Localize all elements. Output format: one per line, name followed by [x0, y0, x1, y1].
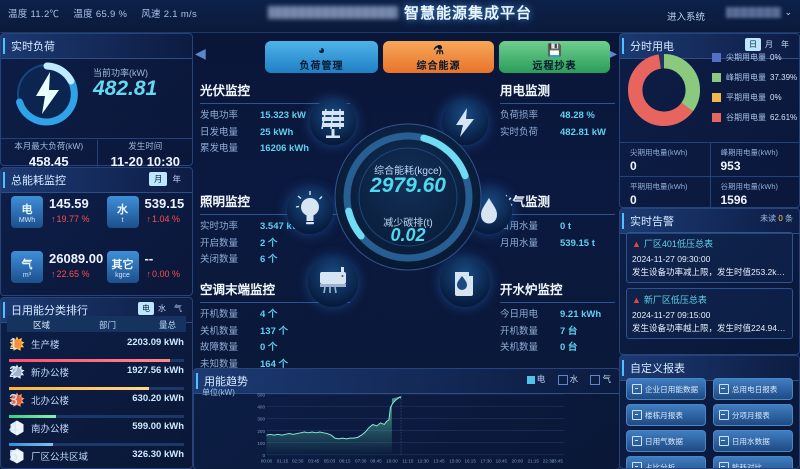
- svg-text:06:15: 06:15: [339, 458, 351, 463]
- svg-text:200: 200: [257, 429, 265, 434]
- svg-text:07:30: 07:30: [355, 458, 367, 463]
- svg-text:15:00: 15:00: [449, 458, 461, 463]
- svg-text:500: 500: [257, 392, 265, 397]
- svg-text:17:30: 17:30: [480, 458, 492, 463]
- svg-text:16:15: 16:15: [465, 458, 477, 463]
- svg-text:21:15: 21:15: [528, 458, 540, 463]
- svg-text:03:45: 03:45: [308, 458, 320, 463]
- svg-text:02:30: 02:30: [292, 458, 304, 463]
- svg-text:0: 0: [262, 453, 265, 458]
- svg-text:05:03: 05:03: [324, 458, 336, 463]
- svg-text:01:15: 01:15: [277, 458, 289, 463]
- svg-text:23:45: 23:45: [552, 458, 564, 463]
- svg-text:11:15: 11:15: [402, 458, 414, 463]
- svg-text:13:45: 13:45: [433, 458, 445, 463]
- svg-text:300: 300: [257, 417, 265, 422]
- svg-text:18:45: 18:45: [496, 458, 508, 463]
- svg-text:10:00: 10:00: [386, 458, 398, 463]
- svg-text:12:30: 12:30: [417, 458, 429, 463]
- svg-text:20:00: 20:00: [512, 458, 524, 463]
- svg-text:00:00: 00:00: [261, 458, 273, 463]
- svg-text:400: 400: [257, 404, 265, 409]
- svg-text:08:45: 08:45: [370, 458, 382, 463]
- svg-text:100: 100: [257, 441, 265, 446]
